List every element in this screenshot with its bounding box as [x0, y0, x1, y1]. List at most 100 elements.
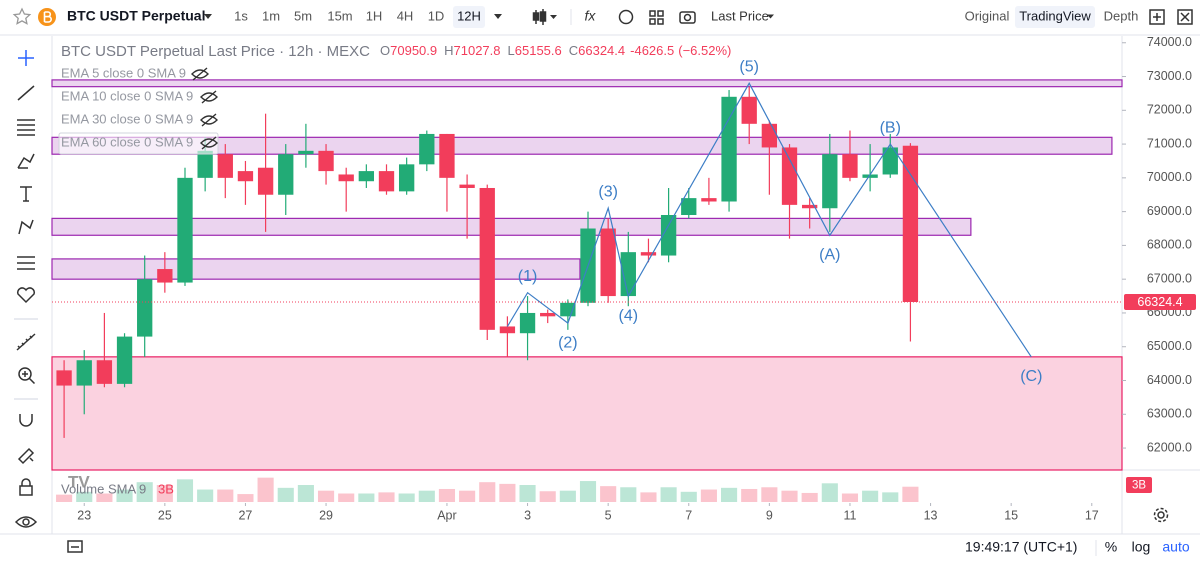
alert-icon[interactable]	[618, 9, 634, 25]
interval[interactable]: 1D	[428, 8, 445, 23]
magnet-tool[interactable]	[19, 414, 33, 427]
candle-body	[721, 96, 737, 202]
candle-body	[479, 187, 495, 330]
volume-bar	[136, 482, 153, 502]
symbol[interactable]: BTC USDT Perpetual	[67, 8, 205, 24]
hidden-eye-icon[interactable]	[200, 90, 218, 104]
candle-body	[822, 154, 838, 209]
volume-group	[56, 477, 919, 502]
volume-bar	[559, 490, 576, 502]
hidden-eye-icon[interactable]	[200, 136, 218, 150]
icon-tool[interactable]	[16, 287, 36, 304]
candle-body	[459, 184, 475, 188]
hidden-eye-icon[interactable]	[191, 67, 209, 81]
candle-group	[56, 86, 919, 438]
interval[interactable]: 15m	[327, 8, 352, 23]
volume-bar	[398, 493, 415, 502]
ruler-tool[interactable]	[16, 333, 36, 351]
view-option[interactable]: TradingView	[1019, 8, 1091, 23]
hidden-eye-icon[interactable]	[200, 113, 218, 127]
lock-tool[interactable]	[19, 485, 33, 496]
wave-label: (2)	[558, 334, 578, 351]
candle-body	[177, 177, 193, 283]
interval[interactable]: 12H	[457, 8, 481, 23]
zoom-tool[interactable]	[18, 367, 32, 381]
auto-toggle[interactable]: auto	[1162, 539, 1189, 555]
text-tool[interactable]	[20, 186, 32, 202]
fullscreen-icon[interactable]	[1149, 9, 1165, 25]
volume-bar	[277, 487, 294, 502]
ohlc-key: L	[508, 43, 515, 58]
ohlc-value: 70950.9	[390, 43, 437, 58]
indicators-icon[interactable]: fx	[585, 8, 597, 24]
view-option[interactable]: Original	[965, 8, 1010, 23]
trendline-tool[interactable]	[17, 85, 35, 101]
wave-label: (C)	[1020, 368, 1042, 385]
candle-body	[439, 133, 455, 178]
pattern-tool[interactable]	[18, 219, 34, 235]
draw-mode-tool[interactable]	[17, 447, 35, 465]
log-toggle[interactable]: log	[1132, 539, 1151, 555]
wave-group: (1) (2) (3) (4) (5) (A) (B) (C)	[506, 59, 1042, 385]
candle-body	[278, 154, 294, 195]
volume-bar	[176, 479, 194, 502]
y-tick-label: 62000.0	[1147, 440, 1192, 454]
wave-label: (5)	[739, 59, 759, 76]
crosshair-tool[interactable]	[18, 50, 34, 66]
interval[interactable]: 1s	[234, 8, 248, 23]
settings-icon[interactable]	[1153, 507, 1169, 523]
x-tick-label: 3	[524, 508, 531, 522]
x-tick-label: 25	[158, 508, 172, 522]
interval-group: 1s 1m 5m 15m 1H 4H 1D 12H	[234, 6, 485, 28]
zone	[51, 258, 581, 280]
interval[interactable]: 1m	[262, 8, 280, 23]
volume-tick-bg	[1126, 477, 1152, 494]
active-interval-bg	[453, 6, 485, 28]
tv-logo: TV	[68, 472, 90, 491]
candle-body	[540, 312, 556, 317]
price-type-caret[interactable]	[767, 14, 774, 19]
ohlc-key: H	[444, 43, 453, 58]
volume-value: 3B	[158, 481, 174, 496]
bitcoin-glyph	[43, 11, 52, 23]
brush-tool[interactable]	[17, 153, 35, 169]
candle-body	[882, 147, 898, 175]
favorite-star[interactable]	[12, 7, 32, 25]
expand-icon[interactable]	[1177, 9, 1193, 25]
x-tick-label: Apr	[437, 508, 456, 522]
interval[interactable]: 5m	[294, 8, 312, 23]
ohlc-value: 65155.6	[515, 43, 562, 58]
candle-body	[318, 150, 334, 172]
chart-type-icon[interactable]	[532, 9, 547, 25]
screenshot-icon[interactable]	[679, 11, 696, 24]
volume-bar	[257, 477, 274, 502]
volume-bar	[781, 490, 798, 502]
indicator-label: EMA 10 close 0 SMA 9	[61, 88, 193, 103]
volume-bar	[519, 485, 536, 502]
volume-bar	[882, 492, 899, 502]
fib-tool[interactable]	[17, 119, 35, 136]
chart-type-caret[interactable]	[550, 15, 557, 19]
interval[interactable]: 4H	[397, 8, 414, 23]
candle-body	[56, 370, 72, 386]
zone	[51, 356, 1123, 471]
interval[interactable]: 1H	[366, 8, 383, 23]
prediction-tool[interactable]	[17, 256, 35, 270]
interval-caret[interactable]	[494, 14, 502, 19]
volume-bar	[237, 494, 254, 502]
volume-bar	[902, 486, 919, 502]
symbol-caret[interactable]	[204, 14, 212, 19]
percent-toggle[interactable]: %	[1105, 539, 1117, 555]
volume-bar	[96, 493, 113, 502]
price-type[interactable]: Last Price	[711, 8, 769, 23]
view-option[interactable]: Depth	[1104, 8, 1139, 23]
layout-icon[interactable]	[649, 10, 664, 25]
calendar-icon[interactable]	[67, 540, 83, 553]
last-price-bg	[1124, 293, 1196, 310]
x-tick-label: 9	[766, 508, 773, 522]
volume-tick-label: 3B	[1132, 480, 1146, 492]
candle-body	[761, 123, 778, 148]
indicator-label: EMA 5 close 0 SMA 9	[61, 65, 186, 80]
candle-body	[862, 174, 878, 178]
visibility-tool[interactable]	[14, 516, 38, 528]
